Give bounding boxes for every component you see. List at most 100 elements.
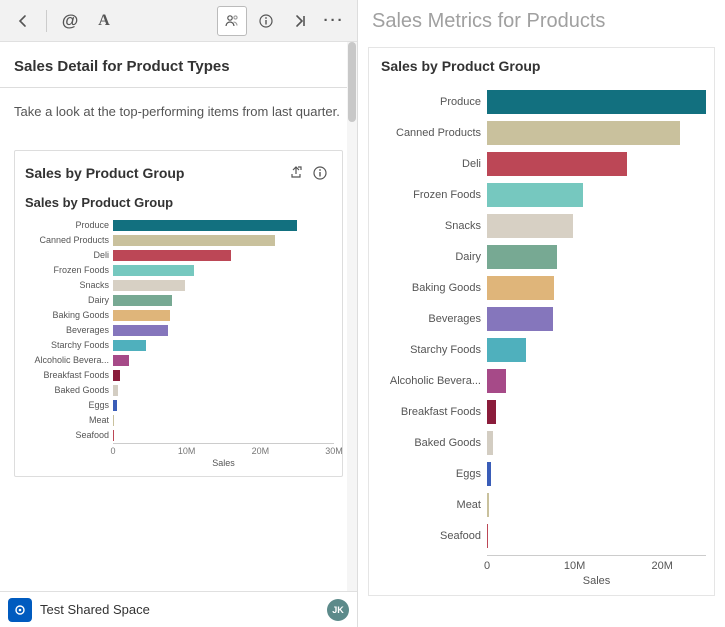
space-icon[interactable] (8, 598, 32, 622)
chart-bar[interactable] (113, 325, 168, 336)
chart-bar-track (487, 276, 706, 300)
chart-row-label: Produce (377, 96, 487, 108)
avatar[interactable]: JK (327, 599, 349, 621)
axis-tick: 0 (484, 560, 490, 572)
chart-bar[interactable] (487, 183, 583, 207)
chart-row-label: Dairy (377, 251, 487, 263)
chart-bar[interactable] (113, 310, 170, 321)
chart-bar[interactable] (487, 431, 493, 455)
space-label[interactable]: Test Shared Space (40, 602, 319, 617)
chart-row: Frozen Foods (23, 263, 334, 278)
detail-body-text: Take a look at the top-performing items … (0, 88, 357, 122)
chart-bar-track (487, 183, 706, 207)
share-icon[interactable] (284, 161, 308, 185)
chart-bar[interactable] (487, 276, 554, 300)
chart-bar[interactable] (113, 295, 172, 306)
at-mention-button[interactable]: @ (55, 6, 85, 36)
chart-row-label: Breakfast Foods (377, 406, 487, 418)
chart-bar-track (113, 370, 334, 381)
chart-bar[interactable] (487, 493, 489, 517)
chart-row-label: Snacks (23, 280, 113, 290)
chart-bar[interactable] (113, 280, 185, 291)
chart-row-label: Alcoholic Bevera... (23, 355, 113, 365)
chart-bar[interactable] (487, 462, 491, 486)
chart-bar[interactable] (487, 369, 506, 393)
editor-pane: @ A ··· Sales Detail for Product Types T… (0, 0, 358, 627)
info-button[interactable] (251, 6, 281, 36)
axis-tick: 20M (252, 446, 270, 456)
chart-bar[interactable] (113, 235, 275, 246)
chart-bar[interactable] (487, 524, 488, 548)
chart-row: Meat (23, 413, 334, 428)
axis-tick: 30M (325, 446, 343, 456)
chart-bar[interactable] (113, 355, 129, 366)
chart-card-title: Sales by Product Group (25, 165, 284, 181)
chart-bar-track (113, 235, 334, 246)
collapse-panel-button[interactable] (285, 6, 315, 36)
chart-bar[interactable] (113, 250, 231, 261)
chart-row: Eggs (377, 458, 706, 489)
chart-bar[interactable] (487, 90, 706, 114)
sheet-title: Sales Metrics for Products (358, 0, 725, 47)
chart-row: Alcoholic Bevera... (377, 365, 706, 396)
editor-body: Sales Detail for Product Types Take a lo… (0, 42, 357, 591)
chart-row-label: Beverages (377, 313, 487, 325)
chart-bar[interactable] (113, 385, 118, 396)
chart-bar[interactable] (487, 214, 573, 238)
chart-bar[interactable] (487, 338, 526, 362)
scrollbar-thumb[interactable] (348, 42, 356, 122)
chart-row-label: Starchy Foods (377, 344, 487, 356)
chart-bar-track (487, 121, 706, 145)
chart-bar[interactable] (113, 265, 194, 276)
chart-row-label: Frozen Foods (23, 265, 113, 275)
text-style-button[interactable]: A (89, 6, 119, 36)
chart-bar[interactable] (487, 245, 557, 269)
axis-label: Sales (487, 573, 706, 587)
chart-bar[interactable] (487, 307, 553, 331)
axis-tick: 10M (564, 560, 585, 572)
scrollbar[interactable] (347, 42, 357, 591)
chart-bar[interactable] (113, 370, 120, 381)
people-button[interactable] (217, 6, 247, 36)
chart-row-label: Canned Products (377, 127, 487, 139)
chart-bar[interactable] (113, 400, 117, 411)
chart-row: Beverages (377, 303, 706, 334)
chart-bar[interactable] (487, 121, 680, 145)
chart-row: Seafood (377, 520, 706, 551)
chart-bar-track (487, 462, 706, 486)
chart-row-label: Baking Goods (23, 310, 113, 320)
chart-bar[interactable] (113, 430, 114, 441)
chart-row: Meat (377, 489, 706, 520)
chart-bar[interactable] (113, 220, 297, 231)
chart-row: Canned Products (23, 233, 334, 248)
chart-bar-track (113, 310, 334, 321)
chart-row: Baking Goods (23, 308, 334, 323)
chart-bar[interactable] (487, 400, 496, 424)
chart-bar-track (487, 214, 706, 238)
chart-bar-track (113, 400, 334, 411)
axis-tick: 0 (110, 446, 115, 456)
chart-row: Breakfast Foods (23, 368, 334, 383)
chart-card-header: Sales by Product Group (15, 151, 342, 191)
chart-bar-track (113, 220, 334, 231)
chart-bar[interactable] (487, 152, 627, 176)
chart-row: Deli (23, 248, 334, 263)
chart-bar-track (487, 431, 706, 455)
chart-row: Snacks (377, 210, 706, 241)
chart-row: Snacks (23, 278, 334, 293)
chart-row: Produce (23, 218, 334, 233)
chart-row-label: Deli (377, 158, 487, 170)
chart-bar[interactable] (113, 340, 146, 351)
chart-row: Alcoholic Bevera... (23, 353, 334, 368)
back-button[interactable] (8, 6, 38, 36)
chart-row-label: Eggs (23, 400, 113, 410)
chart-info-icon[interactable] (308, 161, 332, 185)
chart-x-axis: 010M20M30M (113, 443, 334, 457)
embedded-chart-card[interactable]: Sales by Product Group Sales by Product … (14, 150, 343, 477)
more-button[interactable]: ··· (319, 6, 349, 36)
chart-row-label: Baked Goods (23, 385, 113, 395)
chart-bar-track (113, 415, 334, 426)
footer: Test Shared Space JK (0, 591, 357, 627)
chart-bar[interactable] (113, 415, 114, 426)
chart-row: Seafood (23, 428, 334, 443)
